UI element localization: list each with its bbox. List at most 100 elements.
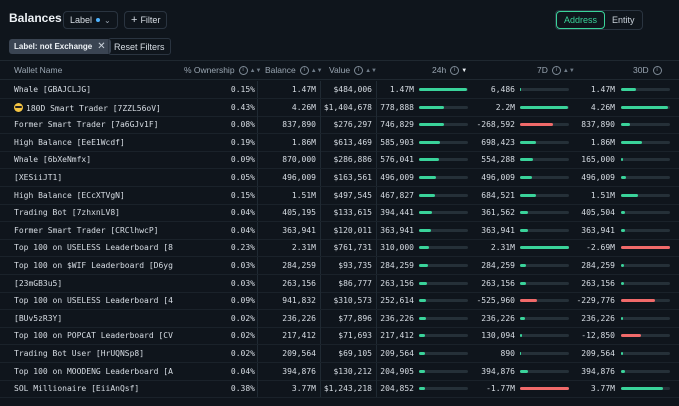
change-d30-bar xyxy=(621,158,670,162)
change-d30-value: 165,000 xyxy=(566,155,615,164)
reset-filters-button[interactable]: Reset Filters xyxy=(108,38,171,55)
change-d7-value: -1.77M xyxy=(470,384,515,393)
active-filter-chip[interactable]: Label: not Exchange ✕ xyxy=(9,39,111,54)
sort-icon[interactable]: ▲▼ xyxy=(310,67,323,74)
column-divider xyxy=(257,221,258,239)
change-d7-bar xyxy=(520,193,569,197)
table-row[interactable]: High Balance [EeE1Wcdf] 0.19% 1.86M $613,46… xyxy=(0,133,679,152)
sort-desc-icon[interactable]: ▼ xyxy=(461,67,468,74)
info-icon[interactable]: i xyxy=(551,66,561,76)
wallet-name-link[interactable]: Top 100 on USELESS Leaderboard [4... xyxy=(14,296,174,305)
wallet-name-link[interactable]: Trading Bot [7zhxnLV8] xyxy=(14,208,174,217)
change-d30-bar xyxy=(621,264,670,267)
wallet-name-link[interactable]: [23mGB3u5] xyxy=(14,279,174,288)
table-row[interactable]: Top 100 on $WIF Leaderboard [D6yg... 0.03… xyxy=(0,257,679,275)
wallet-name-link[interactable]: Former Smart Trader [CRClhwcP] xyxy=(14,226,174,235)
toggle-address[interactable]: Address xyxy=(556,11,606,29)
table-row[interactable]: [BUv5zR3Y] 0.02% 236,226 $77,896 236,226 236,… xyxy=(0,309,679,328)
toggle-entity[interactable]: Entity xyxy=(612,15,635,25)
table-row[interactable]: Whale [6bXeNmfx] 0.09% 870,000 $286,886 576,… xyxy=(0,151,679,170)
wallet-name-link[interactable]: Former Smart Trader [7a6GJv1F] xyxy=(14,120,174,129)
wallet-name-link[interactable]: Top 100 on USELESS Leaderboard [8... xyxy=(14,243,174,252)
balance-value: 941,832 xyxy=(256,296,316,305)
col-24h[interactable]: 24h i ▼ xyxy=(432,65,468,76)
wallet-name-link[interactable]: 180D Smart Trader [7ZZL56oV] xyxy=(14,102,174,113)
wallet-name-link[interactable]: Top 100 on $WIF Leaderboard [D6yg... xyxy=(14,261,174,270)
change-d7-value-text: 284,259 xyxy=(481,261,515,270)
status-dot-icon xyxy=(96,18,101,22)
ownership-value: 0.04% xyxy=(195,226,255,235)
column-divider xyxy=(320,257,321,274)
table-row[interactable]: [23mGB3u5] 0.03% 263,156 $86,777 263,156 263,… xyxy=(0,274,679,293)
label-dropdown[interactable]: Label ⌄ xyxy=(63,11,118,29)
table-row[interactable]: Top 100 on USELESS Leaderboard [8... 0.23… xyxy=(0,239,679,258)
change-d30-value-text: 363,941 xyxy=(581,225,615,235)
column-divider xyxy=(257,327,258,345)
table-row[interactable]: Top 100 on MOODENG Leaderboard [A... 0.04… xyxy=(0,362,679,381)
col-wallet-name[interactable]: Wallet Name xyxy=(14,65,62,75)
sort-icon[interactable]: ▲▼ xyxy=(562,67,575,74)
change-d24-value-text: 204,905 xyxy=(380,366,414,376)
info-icon[interactable]: i xyxy=(354,66,364,76)
change-d24-value: 585,903 xyxy=(376,138,414,147)
table-row[interactable]: Whale [GBAJCLJG] 0.15% 1.47M $484,006 1.47M 6… xyxy=(0,81,679,99)
change-d24-value-text: 1.47M xyxy=(389,85,414,94)
wallet-name-link-text: Whale [6bXeNmfx] xyxy=(14,155,92,165)
usd-value: $761,731 xyxy=(318,243,372,252)
info-icon[interactable]: i xyxy=(238,66,248,76)
info-icon[interactable]: i xyxy=(652,66,662,76)
change-d7-bar xyxy=(520,316,569,320)
change-d24-bar-fill xyxy=(419,88,468,91)
table-row[interactable]: Former Smart Trader [CRClhwcP] 0.04% 363,9… xyxy=(0,221,679,240)
ownership-value: 0.03% xyxy=(195,279,255,288)
usd-value: $86,777 xyxy=(318,279,372,288)
change-d30-bar-fill xyxy=(621,334,641,338)
table-row[interactable]: Trading Bot [7zhxnLV8] 0.04% 405,195 $133,6… xyxy=(0,204,679,223)
table-row[interactable]: 180D Smart Trader [7ZZL56oV] 0.43% 4.26M $1… xyxy=(0,98,679,117)
change-d24-bar xyxy=(419,369,468,373)
change-d7-bar xyxy=(520,246,569,250)
wallet-name-link[interactable]: [XESiiJT1] xyxy=(14,173,174,182)
table-row[interactable]: Top 100 on USELESS Leaderboard [4... 0.09… xyxy=(0,292,679,311)
change-d7-value: 363,941 xyxy=(470,226,515,235)
label-dropdown-text: Label xyxy=(70,15,93,25)
wallet-name-link[interactable]: Whale [6bXeNmfx] xyxy=(14,155,174,164)
ownership-value: 0.03% xyxy=(195,261,255,270)
info-icon[interactable]: i xyxy=(450,66,460,76)
table-row[interactable]: Trading Bot User [HrUQNSp8] 0.02% 209,564 $… xyxy=(0,345,679,363)
wallet-name-link[interactable]: Top 100 on MOODENG Leaderboard [A... xyxy=(14,367,174,376)
sort-icon[interactable]: ▲▼ xyxy=(249,67,262,74)
col-ownership[interactable]: % Ownership i ▲▼ xyxy=(184,65,262,76)
change-d24-value: 467,827 xyxy=(376,191,414,200)
change-d24-value-text: 363,941 xyxy=(380,225,414,235)
table-row[interactable]: [XESiiJT1] 0.05% 496,009 $163,561 496,009 496… xyxy=(0,169,679,187)
wallet-name-link[interactable]: High Balance [ECcXTVgN] xyxy=(14,191,174,200)
wallet-name-link[interactable]: Trading Bot User [HrUQNSp8] xyxy=(14,349,174,358)
column-divider xyxy=(257,274,258,292)
wallet-name-link[interactable]: High Balance [EeE1Wcdf] xyxy=(14,138,174,147)
change-d7-bar xyxy=(520,387,569,391)
wallet-name-link[interactable]: [BUv5zR3Y] xyxy=(14,314,174,323)
wallet-name-link[interactable]: Whale [GBAJCLJG] xyxy=(14,85,174,94)
table-row[interactable]: Top 100 on POPCAT Leaderboard [CV... 0.02… xyxy=(0,327,679,346)
col-7d[interactable]: 7D i ▲▼ xyxy=(537,65,575,76)
table-row[interactable]: High Balance [ECcXTVgN] 0.15% 1.51M $497,54… xyxy=(0,186,679,205)
change-d24-bar xyxy=(419,299,468,303)
close-icon[interactable]: ✕ xyxy=(97,41,106,52)
change-d24-value-text: 310,000 xyxy=(380,243,414,253)
col-balance[interactable]: Balance i ▲▼ xyxy=(265,65,323,76)
info-icon[interactable]: i xyxy=(299,66,309,76)
table-row[interactable]: Former Smart Trader [7a6GJv1F] 0.08% 837,8… xyxy=(0,116,679,135)
table-row[interactable]: SOL Millionaire [EiiAnQsf] 0.38% 3.77M $1,2… xyxy=(0,380,679,399)
change-d30-value-text: -2.69M xyxy=(586,243,615,253)
wallet-name-link[interactable]: Top 100 on POPCAT Leaderboard [CV... xyxy=(14,331,174,340)
column-divider xyxy=(257,98,258,116)
usd-value: $77,896 xyxy=(318,314,372,323)
col-value[interactable]: Value i ▲▼ xyxy=(329,65,377,76)
wallet-name-link[interactable]: SOL Millionaire [EiiAnQsf] xyxy=(14,384,174,393)
sort-icon[interactable]: ▲▼ xyxy=(365,67,377,74)
change-d24-bar xyxy=(419,264,468,267)
change-d30-value: 236,226 xyxy=(566,314,615,323)
add-filter-button[interactable]: + Filter xyxy=(124,11,168,29)
col-30d[interactable]: 30D i xyxy=(633,65,662,76)
